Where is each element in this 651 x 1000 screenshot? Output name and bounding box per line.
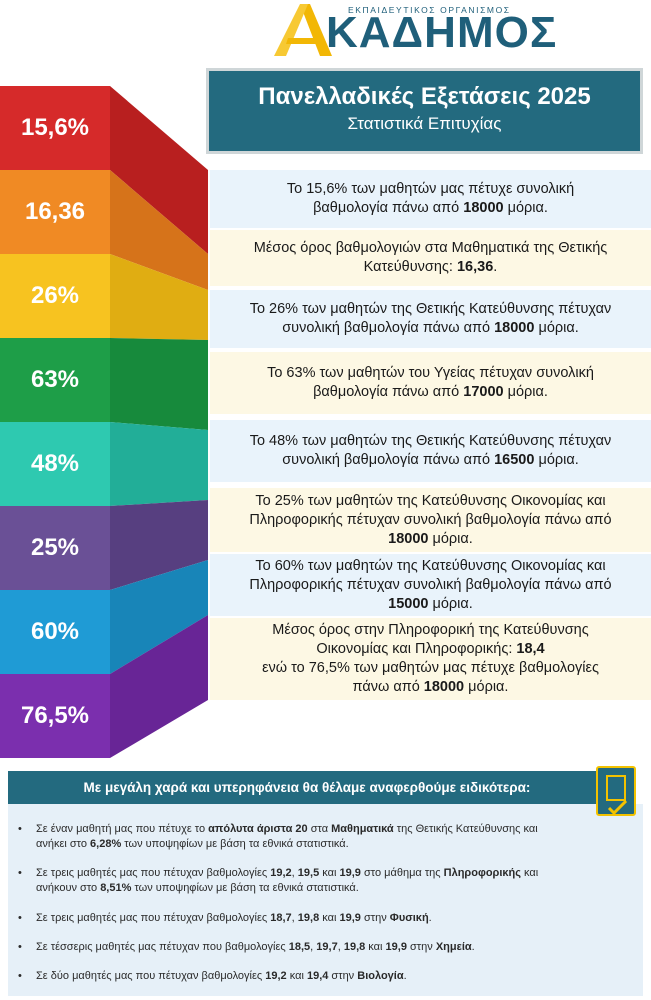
ribbon-folds [110,86,208,758]
page-title: Πανελλαδικές Εξετάσεις 2025 [258,83,591,110]
info-line: Το 48% των μαθητών της Θετικής Κατεύθυνσ… [249,433,612,449]
ribbon-fold-8 [110,615,208,758]
info-line: 15000 μόρια. [388,595,473,612]
info-line: Το 26% των μαθητών της Θετικής Κατεύθυνσ… [249,301,612,317]
ribbon-fold-7 [110,560,208,674]
info-box-8: Μέσος όρος στην Πληροφορική της Κατεύθυν… [210,618,651,700]
stat-value: 63% [30,366,80,393]
page-subtitle: Στατιστικά Επιτυχίας [347,114,502,133]
info-line: Το 25% των μαθητών της Κατεύθυνσης Οικον… [255,492,606,509]
stat-band-2: 16,36 [0,170,110,254]
stat-band-5: 48% [0,422,110,506]
highlights-heading: Με μεγάλη χαρά και υπερηφάνεια θα θέλαμε… [8,771,606,804]
logo: ΕΚΠΑΙΔΕΥΤΙΚΟΣ ΟΡΓΑΝΙΣΜΟΣ ΚΑΔΗΜΟΣ [270,2,590,60]
logo-subtitle: ΕΚΠΑΙΔΕΥΤΙΚΟΣ ΟΡΓΑΝΙΣΜΟΣ [348,5,511,15]
info-line: Κατεύθυνσης: 16,36. [363,259,498,275]
stat-value: 76,5% [20,702,90,729]
info-line: Το 63% των μαθητών του Υγείας πέτυχαν συ… [267,365,594,381]
info-box-1: Το 15,6% των μαθητών μας πέτυχε συνολική… [210,170,651,228]
highlight-item-2: • Σε τρεις μαθητές μας που πέτυχαν βαθμο… [18,867,539,894]
stat-band-4: 63% [0,338,110,422]
info-line: Πληροφορικής πέτυχαν συνολική βαθμολογία… [249,511,612,528]
stat-value: 60% [30,618,80,645]
bullet-icon: • [18,912,22,924]
stat-band-7: 60% [0,590,110,674]
akadimos-a-logo-icon [274,4,332,56]
highlights-panel [8,804,643,996]
info-box-3: Το 26% των μαθητών της Θετικής Κατεύθυνσ… [210,290,651,348]
info-box-6: Το 25% των μαθητών της Κατεύθυνσης Οικον… [210,488,651,552]
info-line: συνολική βαθμολογία πάνω από 16500 μόρια… [282,452,579,468]
bullet-icon: • [18,823,22,835]
info-line: πάνω από 18000 μόρια. [352,679,509,695]
ribbon-fold-3 [110,254,208,340]
info-line: βαθμολογία πάνω από 18000 μόρια. [313,200,548,216]
bookmark-check-icon-svg [606,775,628,816]
info-line: Μέσος όρος βαθμολογιών στα Μαθηματικά τη… [253,240,608,256]
stat-value: 26% [30,282,80,309]
ribbon-fold-4 [110,338,208,430]
stat-value: 25% [30,534,80,561]
info-line: Το 15,6% των μαθητών μας πέτυχε συνολική [286,181,575,197]
info-line: Το 60% των μαθητών της Κατεύθυνσης Οικον… [255,557,606,574]
highlight-item-1: • Σε έναν μαθητή μας που πέτυχε το απόλυ… [18,823,538,850]
highlight-item-4: • Σε τέσσερις μαθητές μας πέτυχαν που βα… [18,941,475,953]
info-box-4: Το 63% των μαθητών του Υγείας πέτυχαν συ… [210,352,651,414]
logo-name: ΚΑΔΗΜΟΣ [326,8,558,57]
highlight-item-3: • Σε τρεις μαθητές μας που πέτυχαν βαθμο… [18,912,432,924]
info-line: ενώ το 76,5% των μαθητών μας πέτυχε βαθμ… [262,660,599,676]
info-line: βαθμολογία πάνω από 17000 μόρια. [313,384,548,400]
info-line: Οικονομίας και Πληροφορικής: 18,4 [316,641,545,657]
stat-band-3: 26% [0,254,110,338]
bullet-icon: • [18,941,22,953]
stat-value: 48% [30,450,80,477]
stat-band-6: 25% [0,506,110,590]
info-line: Πληροφορικής πέτυχαν συνολική βαθμολογία… [249,576,612,593]
ribbon-fold-1 [110,86,208,254]
highlight-item-5: • Σε δύο μαθητές μας που πέτυχαν βαθμολο… [18,970,407,982]
info-line: Μέσος όρος στην Πληροφορική της Κατεύθυν… [272,622,589,638]
info-box-7: Το 60% των μαθητών της Κατεύθυνσης Οικον… [210,554,651,616]
stat-value: 15,6% [20,114,90,141]
stat-band-1: 15,6% [0,86,110,170]
stat-value: 16,36 [24,198,86,225]
bullet-icon: • [18,970,22,982]
info-box-2: Μέσος όρος βαθμολογιών στα Μαθηματικά τη… [210,230,651,286]
bullet-icon: • [18,867,22,879]
info-line: συνολική βαθμολογία πάνω από 18000 μόρια… [282,320,579,336]
ribbon-fold-2 [110,170,208,290]
header-box: Πανελλαδικές Εξετάσεις 2025 Στατιστικά Ε… [206,68,643,154]
stat-band-8: 76,5% [0,674,110,758]
bookmark-check-icon [596,766,636,816]
info-box-5: Το 48% των μαθητών της Θετικής Κατεύθυνσ… [210,420,651,482]
ribbon-fold-5 [110,422,208,506]
info-line: 18000 μόρια. [388,530,473,547]
